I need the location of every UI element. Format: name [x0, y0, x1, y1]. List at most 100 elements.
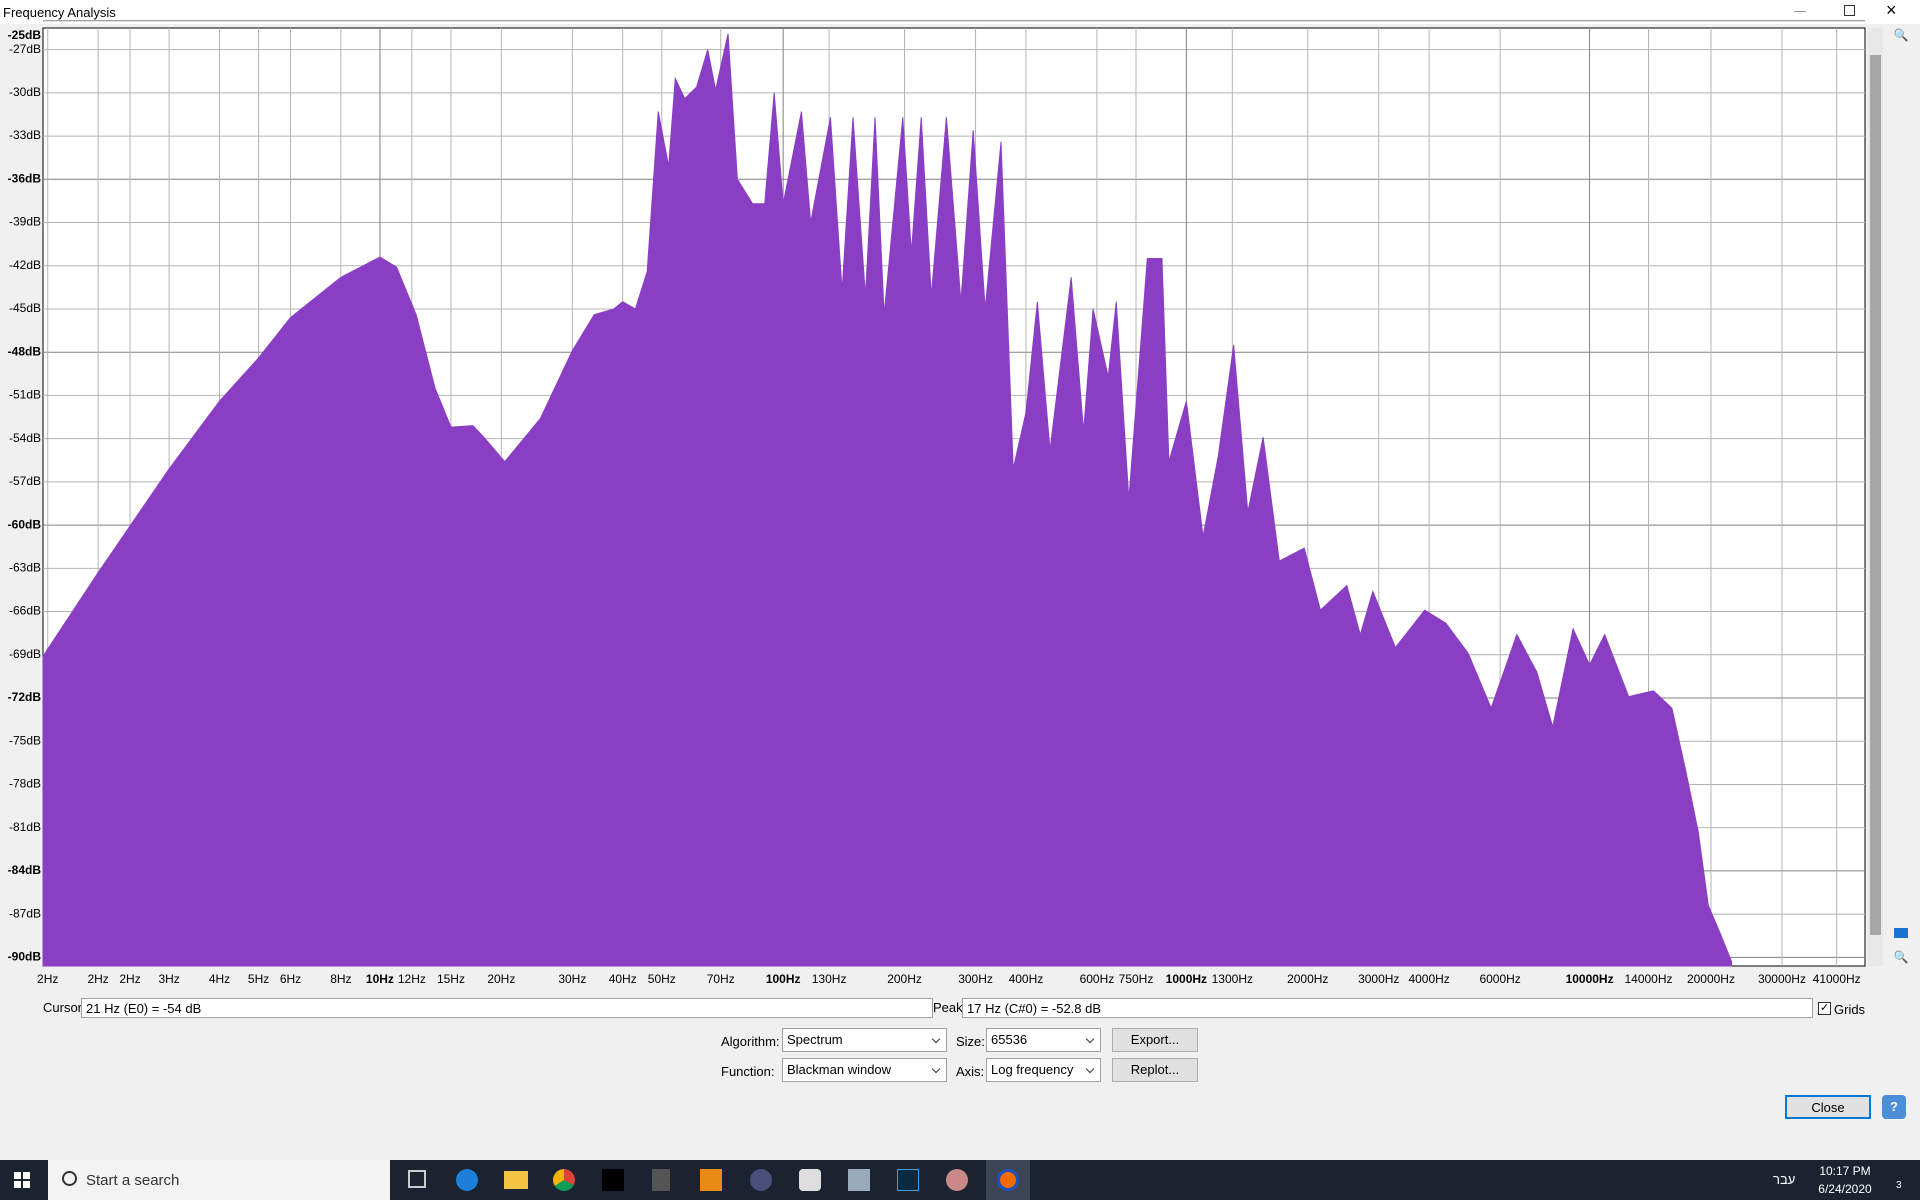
- window-title: Frequency Analysis: [3, 5, 116, 20]
- minimize[interactable]: [1794, 11, 1806, 12]
- y-tick-label: -25dB: [8, 28, 42, 42]
- close-button[interactable]: Close: [1785, 1095, 1871, 1119]
- y-tick-label: -90dB: [8, 950, 42, 964]
- function-label: Function:: [721, 1064, 775, 1079]
- clock-date[interactable]: 6/24/2020: [1818, 1182, 1872, 1196]
- taskbar: Start a search עבר 10:17 PM 6/24/2020 3: [0, 1160, 1920, 1200]
- y-tick-label: -87dB: [9, 906, 41, 920]
- x-tick-label: 8Hz: [330, 972, 351, 986]
- x-tick-label: 6000Hz: [1479, 972, 1520, 986]
- start-button[interactable]: [14, 1172, 30, 1188]
- size-select[interactable]: 65536: [986, 1028, 1101, 1052]
- title-bar: Frequency Analysis ×: [0, 0, 1920, 24]
- help-button[interactable]: ?: [1882, 1095, 1906, 1119]
- zoom-out[interactable]: 🔍: [1894, 949, 1909, 964]
- grids-label: Grids: [1834, 1002, 1866, 1017]
- restore[interactable]: [1844, 5, 1855, 16]
- y-tick-label: -36dB: [8, 171, 42, 185]
- x-tick-label: 30000Hz: [1758, 972, 1806, 986]
- app-edge[interactable]: [456, 1169, 478, 1191]
- replot-button[interactable]: Replot...: [1112, 1058, 1198, 1082]
- y-tick-label: -39dB: [9, 215, 41, 229]
- notification-count[interactable]: 3: [1896, 1180, 1902, 1191]
- app-tidal[interactable]: [602, 1169, 624, 1191]
- x-tick-label: 1300Hz: [1212, 972, 1253, 986]
- app-foobar[interactable]: [799, 1169, 821, 1191]
- search-placeholder: Start a search: [86, 1172, 180, 1189]
- scroll-thumb[interactable]: [1870, 55, 1881, 935]
- app-paint[interactable]: [946, 1169, 968, 1191]
- x-tick-label: 6Hz: [280, 972, 301, 986]
- axis-select[interactable]: Log frequency: [986, 1058, 1101, 1082]
- axis-label: Axis:: [956, 1064, 985, 1079]
- y-tick-label: -33dB: [9, 128, 41, 142]
- app-photos[interactable]: [848, 1169, 870, 1191]
- language[interactable]: עבר: [1773, 1172, 1796, 1187]
- cursor-label: Cursor:: [43, 1000, 86, 1015]
- app-keepass[interactable]: [750, 1169, 772, 1191]
- y-tick-label: -84dB: [8, 863, 42, 877]
- x-tick-label: 70Hz: [707, 972, 735, 986]
- x-tick-label: 300Hz: [958, 972, 993, 986]
- x-tick-label: 1000Hz: [1166, 972, 1207, 986]
- y-tick-label: -66dB: [9, 604, 41, 618]
- y-tick-label: -78dB: [9, 777, 41, 791]
- x-tick-label: 10Hz: [366, 972, 394, 986]
- x-tick-label: 20Hz: [487, 972, 515, 986]
- x-tick-label: 14000Hz: [1624, 972, 1672, 986]
- spectrum-area: [42, 33, 1733, 967]
- function-select[interactable]: Blackman window: [782, 1058, 947, 1082]
- x-tick-label: 2Hz: [37, 972, 58, 986]
- app-sublime[interactable]: [700, 1169, 722, 1191]
- y-tick-label: -51dB: [9, 388, 41, 402]
- app-chrome[interactable]: [553, 1169, 575, 1191]
- x-tick-label: 30Hz: [558, 972, 586, 986]
- zoom-in[interactable]: 🔍: [1894, 27, 1909, 42]
- app-explorer[interactable]: [504, 1171, 528, 1189]
- y-tick-label: -69dB: [9, 647, 41, 661]
- peak-value: 17 Hz (C#0) = -52.8 dB: [962, 998, 1813, 1018]
- y-tick-label: -72dB: [8, 690, 42, 704]
- x-tick-label: 5Hz: [248, 972, 269, 986]
- y-tick-label: -45dB: [9, 301, 41, 315]
- x-tick-label: 130Hz: [812, 972, 847, 986]
- y-tick-label: -57dB: [9, 474, 41, 488]
- y-tick-label: -48dB: [8, 344, 42, 358]
- app-lightroom[interactable]: [897, 1169, 919, 1191]
- search-box[interactable]: Start a search: [48, 1160, 390, 1200]
- peak-label: Peak:: [933, 1000, 967, 1015]
- x-tick-label: 10000Hz: [1566, 972, 1614, 986]
- x-tick-label: 12Hz: [398, 972, 426, 986]
- y-tick-label: -63dB: [9, 560, 41, 574]
- x-tick-label: 400Hz: [1009, 972, 1044, 986]
- y-tick-label: -81dB: [9, 820, 41, 834]
- task-view[interactable]: [408, 1170, 426, 1188]
- close-x[interactable]: ×: [1886, 0, 1897, 20]
- x-tick-label: 4Hz: [209, 972, 230, 986]
- chart: 🔍 🔍 -25dB-27dB -30dB -33dB -36dB -39dB -42dB -…: [8, 20, 1909, 986]
- clock-time[interactable]: 10:17 PM: [1819, 1164, 1871, 1178]
- export-button[interactable]: Export...: [1112, 1028, 1198, 1052]
- y-tick-label: -42dB: [9, 258, 41, 272]
- x-tick-label: 4000Hz: [1408, 972, 1449, 986]
- x-tick-label: 3Hz: [158, 972, 179, 986]
- algorithm-label: Algorithm:: [721, 1034, 780, 1049]
- y-tick-label: -75dB: [9, 733, 41, 747]
- x-tick-label: 200Hz: [887, 972, 922, 986]
- y-tick-label: -27dB: [9, 42, 41, 56]
- y-tick-label: -60dB: [8, 517, 42, 531]
- zoom-slider[interactable]: [1894, 928, 1908, 938]
- x-tick-label: 20000Hz: [1687, 972, 1735, 986]
- algorithm-select[interactable]: Spectrum: [782, 1028, 947, 1052]
- app-audacity[interactable]: [986, 1160, 1030, 1200]
- app-calculator[interactable]: [652, 1169, 670, 1191]
- x-tick-label: 40Hz: [609, 972, 637, 986]
- grids-checkbox[interactable]: ✓: [1818, 1002, 1831, 1015]
- cursor-value: 21 Hz (E0) = -54 dB: [81, 998, 933, 1018]
- x-tick-label: 600Hz: [1080, 972, 1115, 986]
- x-tick-label: 15Hz: [437, 972, 465, 986]
- y-tick-label: -30dB: [9, 85, 41, 99]
- x-tick-label: 2000Hz: [1287, 972, 1328, 986]
- x-tick-label: 750Hz: [1119, 972, 1154, 986]
